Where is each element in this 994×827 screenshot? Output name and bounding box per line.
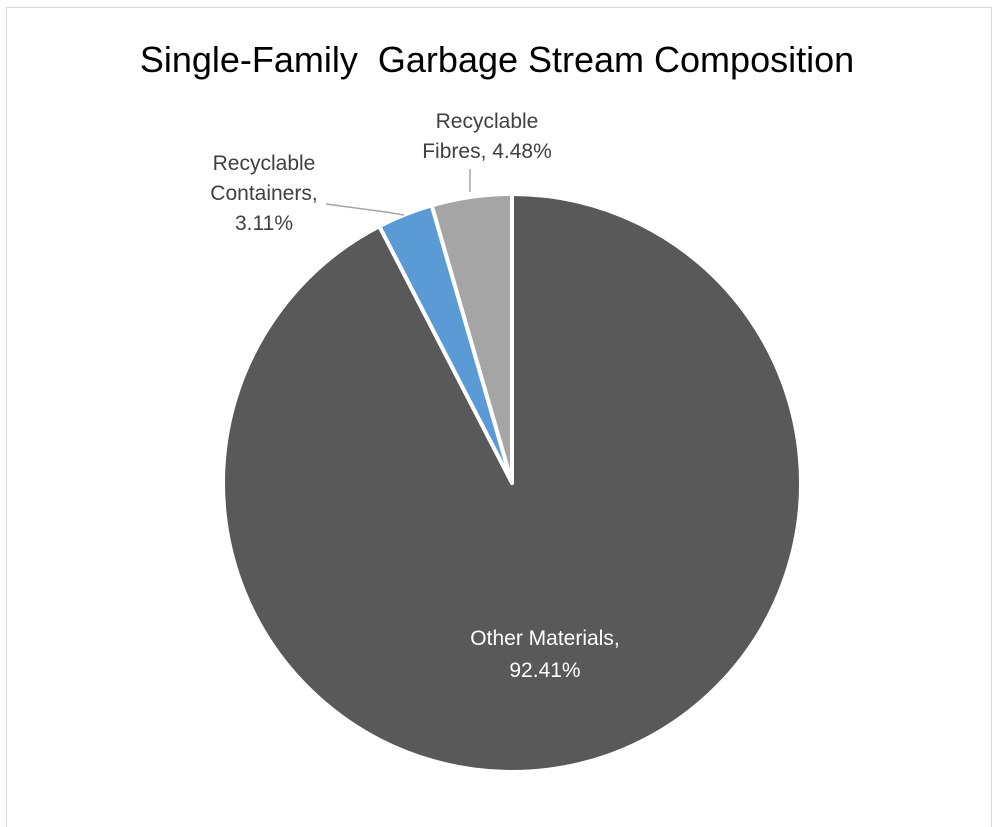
- data-label-line: Recyclable: [436, 110, 539, 133]
- data-label-recyclable-fibres: Recyclable Fibres, 4.48%: [422, 110, 552, 163]
- data-label-line: Containers,: [210, 182, 317, 205]
- data-label-recyclable-containers: Recyclable Containers, 3.11%: [210, 152, 317, 235]
- chart-title: Single-Family Garbage Stream Composition: [139, 39, 855, 80]
- data-label-line: Fibres, 4.48%: [422, 140, 552, 163]
- data-label-line: 92.41%: [509, 659, 580, 682]
- data-label-other-materials: Other Materials, 92.41%: [470, 627, 619, 682]
- leader-line-recyclable-containers: [325, 203, 405, 216]
- data-label-line: Recyclable: [213, 152, 316, 175]
- data-label-line: Other Materials,: [470, 627, 619, 650]
- pie-slice-recyclable-fibres: [429, 192, 514, 485]
- data-label-line: 3.11%: [235, 212, 293, 235]
